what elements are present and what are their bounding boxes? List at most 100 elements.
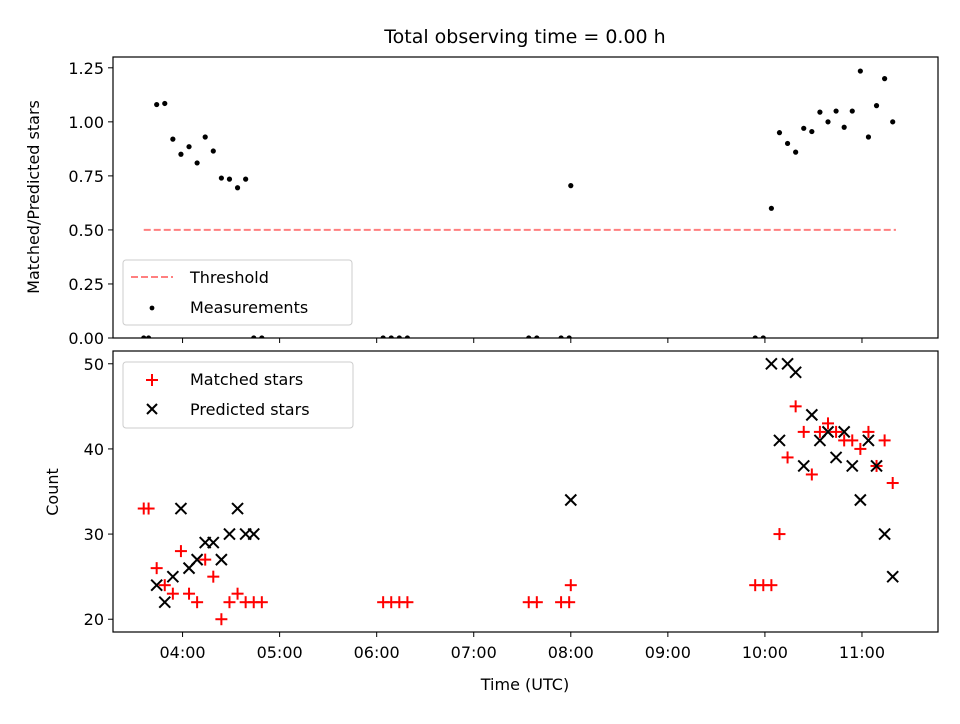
matched-star-marker [886, 476, 899, 489]
bottom-x-tick-label: 07:00 [451, 643, 497, 662]
matched-star-marker [830, 425, 843, 438]
matched-star-marker [789, 400, 802, 413]
measurement-point [784, 140, 791, 147]
matched-star-marker [781, 451, 794, 464]
top-panel-legend: Threshold Measurements [122, 259, 353, 326]
matched-star-marker [765, 579, 778, 592]
measurement-point [194, 160, 200, 166]
measurement-point [186, 144, 192, 150]
predicted-star-marker [789, 366, 802, 379]
predicted-star-marker [870, 459, 883, 473]
matched-star-marker [166, 587, 179, 600]
top-legend-box [122, 259, 353, 326]
matched-star-marker [183, 587, 196, 600]
predicted-star-marker [837, 425, 851, 439]
bottom-x-tick-label: 05:00 [257, 643, 303, 662]
measurement-point [882, 76, 888, 82]
legend-threshold-label: Threshold [189, 268, 269, 287]
bottom-legend-box [122, 361, 354, 429]
bottom-panel-y-ticks: 20 30 40 50 [84, 355, 113, 629]
predicted-star-marker [231, 502, 244, 515]
matched-star-marker [797, 425, 810, 438]
measurement-point [833, 108, 839, 114]
predicted-star-marker [215, 553, 228, 566]
measurement-point [793, 149, 799, 155]
measurement-point [251, 335, 257, 338]
matched-star-marker [846, 434, 859, 447]
predicted-star-marker [765, 357, 778, 370]
matched-star-marker [255, 596, 268, 609]
measurement-point [218, 175, 224, 181]
measurement-point [243, 176, 249, 182]
measurement-point [809, 128, 815, 135]
bottom-panel-y-axis-label: Count [43, 468, 62, 516]
predicted-star-marker [862, 434, 875, 447]
bottom-panel-legend: Matched stars Predicted stars [122, 361, 354, 429]
top-panel-plot-area [141, 68, 896, 338]
bottom-x-tick-label: 08:00 [548, 643, 594, 662]
measurement-point [825, 119, 831, 125]
matched-star-marker [564, 579, 577, 592]
matched-star-marker [805, 468, 818, 481]
matched-star-marker [862, 425, 875, 438]
matched-star-marker [142, 502, 155, 515]
matched-star-marker [207, 570, 220, 583]
measurement-point [568, 183, 574, 189]
bottom-y-tick-label: 20 [84, 610, 104, 629]
measurement-point [534, 335, 540, 338]
bottom-panel-frame [112, 350, 939, 633]
predicted-star-marker [150, 578, 163, 592]
predicted-star-marker [854, 493, 867, 507]
legend-matched-label: Matched stars [190, 370, 303, 389]
bottom-panel-x-ticks: 04:00 05:00 06:00 07:00 08:00 09:00 10:00 11:00 [160, 632, 885, 662]
measurement-point [141, 335, 147, 338]
matched-star-marker [150, 562, 163, 575]
top-y-tick-label: 1.25 [68, 59, 104, 78]
predicted-star-marker [174, 502, 188, 515]
matched-star-marker [813, 425, 826, 438]
matched-star-marker [231, 587, 244, 600]
top-y-tick-label: 0.75 [68, 167, 104, 186]
matched-star-marker [854, 442, 867, 455]
predicted-star-marker [878, 527, 891, 541]
measurement-point [162, 100, 168, 107]
measurement-point [849, 108, 855, 114]
measurement-point [234, 185, 241, 191]
matched-star-marker [822, 417, 834, 430]
matched-star-marker [401, 596, 414, 609]
predicted-star-marker [821, 425, 835, 439]
measurement-point [259, 335, 265, 338]
measurement-point [388, 335, 394, 338]
measurement-point [817, 109, 823, 115]
bottom-panel-x-axis-label: Time (UTC) [480, 675, 569, 694]
measurement-point [210, 148, 216, 154]
measurement-point [396, 335, 402, 338]
bottom-panel-plot-area [137, 357, 899, 626]
predicted-star-marker [805, 408, 819, 422]
predicted-star-marker [166, 570, 180, 583]
measurement-point [776, 130, 783, 136]
matched-star-marker [215, 613, 228, 626]
measurement-point [865, 134, 872, 140]
matched-star-marker [174, 545, 187, 558]
predicted-star-marker [829, 451, 843, 464]
predicted-star-marker [207, 536, 220, 549]
measurement-point [526, 335, 532, 338]
top-panel-title: Total observing time = 0.00 h [383, 26, 665, 48]
matched-star-marker [191, 596, 204, 609]
bottom-x-tick-label: 09:00 [645, 643, 691, 662]
top-panel-x-ticks [182, 338, 863, 343]
measurement-point [380, 335, 386, 338]
measurement-point [170, 136, 176, 142]
measurement-point [178, 151, 184, 157]
measurement-point [752, 335, 758, 338]
measurement-point [841, 124, 847, 130]
legend-measurements-swatch [149, 305, 155, 311]
top-y-tick-label: 0.25 [68, 275, 104, 294]
predicted-star-marker [158, 595, 171, 609]
matched-star-marker [223, 596, 236, 609]
matched-star-marker [563, 596, 576, 609]
predicted-star-marker [223, 527, 236, 541]
